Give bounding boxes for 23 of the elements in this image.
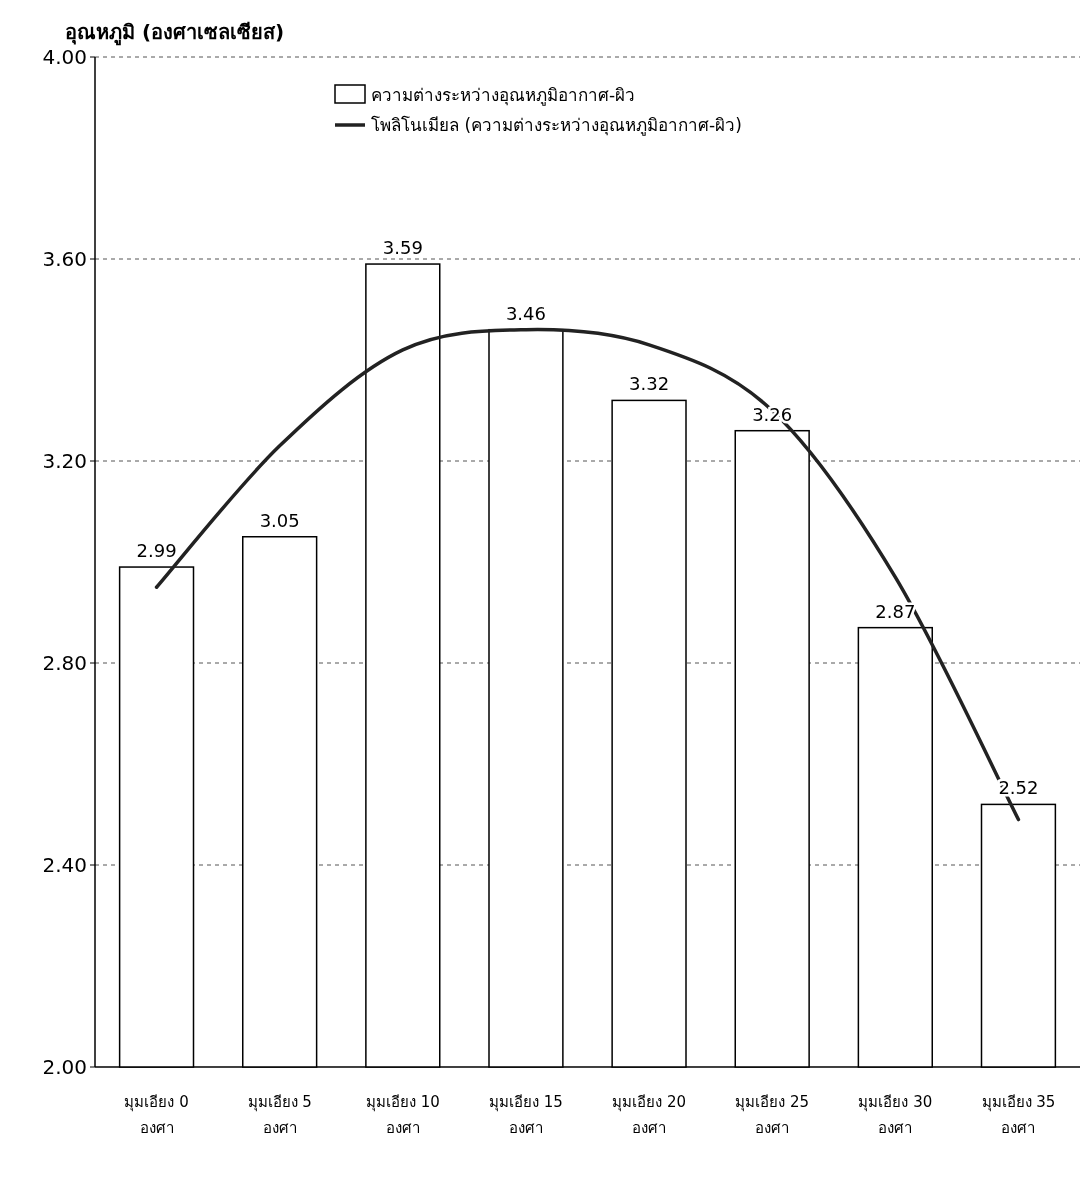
y-tick-label: 4.00: [42, 45, 87, 69]
x-tick-label: มุมเอียง 20 องศา: [612, 1093, 686, 1137]
data-label: 3.46: [505, 302, 546, 324]
y-tick-label: 3.20: [42, 449, 87, 473]
x-tick-label: มุมเอียง 5 องศา: [247, 1093, 312, 1137]
y-tick-label: 2.40: [42, 853, 87, 877]
y-axis-title: อุณหภูมิ (องศาเซลเซียส): [65, 20, 285, 46]
x-tick-label: มุมเอียง 35 องศา: [981, 1093, 1056, 1137]
y-tick-label: 3.60: [42, 247, 87, 271]
x-tick-label: มุมเอียง 30 องศา: [858, 1093, 933, 1137]
x-tick-label: มุมเอียง 10 องศา: [365, 1093, 440, 1137]
data-label: 3.59: [382, 237, 423, 259]
y-tick-label: 2.00: [42, 1055, 87, 1079]
data-label: 2.99: [136, 540, 177, 562]
x-tick-label: มุมเอียง 0 องศา: [124, 1093, 189, 1137]
data-label: 3.05: [259, 509, 300, 531]
legend-label: ความต่างระหว่างอุณหภูมิอากาศ-ผิว: [371, 85, 636, 106]
y-tick-label: 2.80: [42, 651, 87, 675]
x-tick-label: มุมเอียง 15 องศา: [489, 1093, 563, 1137]
data-label: 2.87: [875, 600, 916, 622]
legend-label: โพลิโนเมียล (ความต่างระหว่างอุณหภูมิอากาศ-ผิว): [371, 115, 742, 136]
x-tick-label: มุมเอียง 25 องศา: [735, 1093, 810, 1137]
data-label: 3.32: [629, 373, 670, 395]
